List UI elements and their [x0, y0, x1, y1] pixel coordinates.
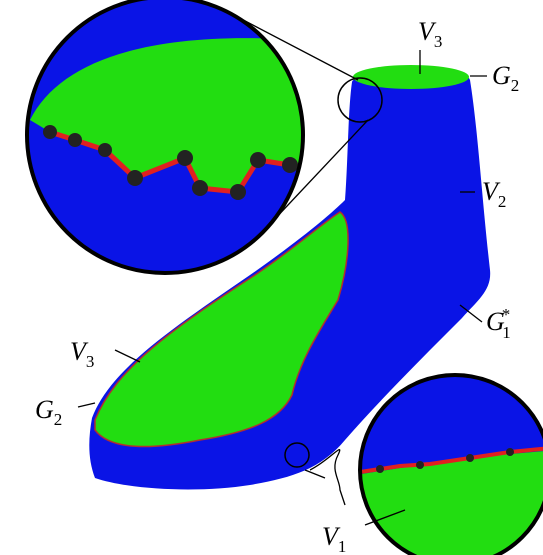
label-subscript: 2	[511, 76, 520, 95]
leader	[115, 350, 140, 362]
top-green	[353, 65, 469, 89]
label-subscript: 3	[434, 32, 443, 51]
label-subscript: 2	[54, 410, 63, 429]
figure: V3G2V2G*1V3G2V1	[0, 0, 543, 555]
leader	[78, 403, 95, 407]
label-symbol: G	[492, 61, 511, 90]
label: V1	[322, 522, 346, 555]
label: V3	[418, 17, 442, 51]
label-subscript: 1	[338, 537, 347, 555]
label-subscript: 3	[86, 352, 95, 371]
label: G2	[492, 61, 519, 95]
label: G*1	[486, 305, 511, 342]
label: V2	[482, 177, 506, 211]
label: G2	[35, 395, 62, 429]
label-subscript: 1	[502, 323, 511, 342]
label: V3	[70, 337, 94, 371]
label-symbol: G	[35, 395, 54, 424]
label-superscript: *	[502, 305, 511, 324]
label-subscript: 2	[498, 192, 507, 211]
